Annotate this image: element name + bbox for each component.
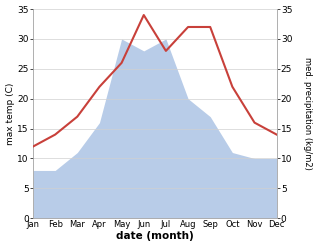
X-axis label: date (month): date (month) [116, 231, 194, 242]
Y-axis label: med. precipitation (kg/m2): med. precipitation (kg/m2) [303, 57, 313, 170]
Y-axis label: max temp (C): max temp (C) [5, 82, 15, 145]
